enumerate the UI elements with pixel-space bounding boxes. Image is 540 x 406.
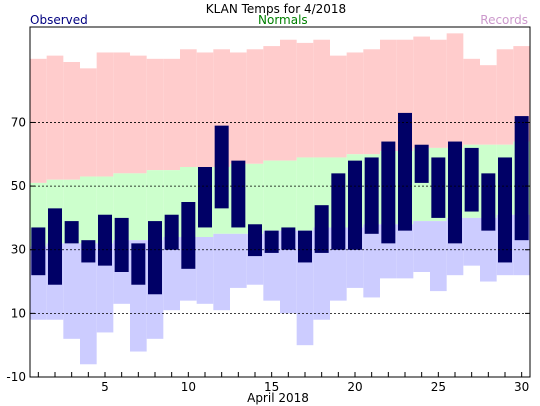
record-low-band [430, 221, 447, 292]
x-tick-label: 5 [101, 380, 109, 394]
observed-bar [281, 227, 296, 250]
record-high-band [496, 49, 514, 145]
normal-band [80, 176, 97, 244]
observed-bar [31, 227, 46, 276]
record-high-band [80, 68, 97, 177]
record-high-band [46, 55, 64, 180]
record-high-band [146, 58, 164, 171]
observed-bar [114, 217, 129, 272]
y-tick-label: 50 [11, 179, 26, 193]
normal-band [246, 163, 264, 234]
normal-band [280, 160, 297, 231]
record-high-band [346, 52, 364, 155]
observed-bar [64, 221, 79, 244]
observed-bar [198, 167, 212, 228]
record-low-band [280, 230, 297, 314]
observed-bar [231, 160, 246, 228]
observed-bar [464, 147, 479, 212]
x-tick-label: 10 [181, 380, 196, 394]
observed-bar [498, 157, 512, 263]
record-low-band [463, 217, 480, 266]
x-tick-label: 30 [514, 380, 529, 394]
legend-records: Records [480, 13, 528, 27]
record-high-band [330, 55, 347, 158]
normal-band [130, 173, 147, 241]
legend-observed: Observed [30, 13, 88, 27]
record-high-band [463, 58, 480, 145]
record-low-band [213, 233, 230, 311]
record-low-band [196, 237, 214, 304]
observed-bar [431, 157, 446, 218]
observed-bar [148, 221, 162, 295]
record-high-band [446, 33, 464, 148]
observed-bar [248, 224, 262, 257]
record-low-band [80, 243, 97, 365]
record-high-band [280, 39, 297, 161]
chart-title: KLAN Temps for 4/2018 [206, 2, 346, 16]
record-high-band [480, 65, 497, 145]
record-high-band [430, 39, 447, 148]
observed-bar [314, 205, 329, 253]
record-high-band [313, 39, 330, 158]
x-axis-label: April 2018 [247, 391, 309, 405]
record-low-band [396, 224, 414, 279]
normal-band [296, 157, 314, 231]
record-high-band [380, 39, 397, 152]
record-low-band [363, 224, 380, 298]
plot-frame [29, 26, 531, 378]
observed-bar [164, 214, 179, 250]
record-high-band [413, 36, 430, 148]
y-tick-label: 70 [11, 115, 26, 129]
observed-bar [81, 240, 96, 263]
y-tick-label: 10 [11, 306, 26, 320]
y-tick-label: 30 [11, 243, 26, 257]
record-high-band [196, 52, 214, 167]
record-low-band [230, 233, 247, 288]
x-tick-label: 25 [431, 380, 446, 394]
x-tick-label: 15 [264, 380, 279, 394]
record-low-band [63, 243, 80, 339]
y-tick-label: -10 [6, 370, 26, 384]
observed-bar [381, 141, 396, 244]
plot-area [30, 33, 530, 365]
legend-normals: Normals [258, 13, 308, 27]
record-high-band [180, 49, 197, 167]
observed-bar [48, 208, 62, 285]
record-high-band [96, 52, 114, 177]
observed-bar [398, 112, 412, 231]
record-high-band [263, 46, 280, 161]
record-high-band [63, 62, 80, 180]
record-low-band [413, 221, 430, 272]
observed-bar [131, 243, 146, 285]
observed-bar [181, 202, 196, 269]
observed-bar [448, 141, 462, 244]
record-high-band [296, 42, 314, 158]
record-low-band [480, 217, 497, 282]
record-high-band [230, 52, 247, 164]
normal-band [263, 160, 280, 231]
observed-bar [214, 125, 229, 209]
observed-bar [364, 157, 379, 234]
record-high-band [363, 49, 380, 155]
observed-bar [331, 173, 346, 250]
axes: -10 10 30 50 70 5 10 15 20 25 30 [6, 26, 531, 394]
gridlines [30, 122, 530, 314]
record-low-band [163, 237, 180, 311]
observed-bar [481, 173, 496, 231]
observed-bar [514, 116, 529, 241]
observed-bar [298, 230, 312, 263]
observed-bar [98, 214, 112, 266]
record-high-band [30, 58, 47, 183]
x-tick-label: 20 [347, 380, 362, 394]
observed-bar [348, 160, 362, 250]
record-high-band [163, 58, 180, 171]
record-high-band [246, 49, 264, 164]
record-high-band [113, 52, 130, 174]
record-high-band [130, 55, 147, 174]
observed-bar [414, 144, 429, 183]
observed-bar [264, 230, 279, 253]
